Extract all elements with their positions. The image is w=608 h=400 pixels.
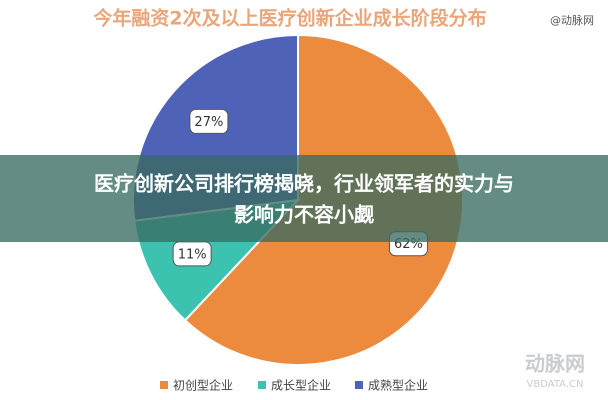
- footer-logo-url: VBDATA.CN: [527, 379, 584, 390]
- legend-swatch: [258, 381, 266, 389]
- legend-swatch: [160, 381, 168, 389]
- value-label: 11%: [178, 247, 207, 262]
- footer-logo-name: 动脉网: [525, 352, 585, 376]
- banner-line: 医疗创新公司排行榜揭晓，行业领军者的实力与: [94, 172, 514, 196]
- value-label-box: [189, 108, 229, 134]
- legend: 初创型企业 成长型企业 成熟型企业: [160, 378, 428, 393]
- legend-label: 成熟型企业: [368, 378, 428, 393]
- watermark: @动脉网: [550, 13, 594, 27]
- banner: [0, 155, 608, 242]
- legend-swatch: [355, 381, 363, 389]
- value-label: 27%: [194, 115, 223, 130]
- legend-label: 初创型企业: [173, 378, 233, 393]
- banner-line: 影响力不容小觑: [234, 203, 374, 227]
- legend-label: 成长型企业: [271, 378, 331, 393]
- chart-title: 今年融资2次及以上医疗创新企业成长阶段分布: [92, 7, 486, 30]
